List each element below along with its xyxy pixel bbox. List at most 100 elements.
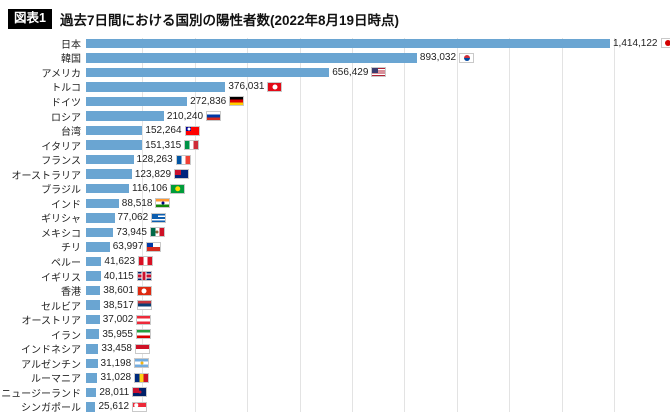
bar-row: チリ 63,997 <box>0 240 670 255</box>
country-label: イラン <box>51 330 81 342</box>
value-label: 35,955 <box>102 328 133 340</box>
bar <box>86 358 98 369</box>
value-label: 893,032 <box>419 52 457 64</box>
flag-canton <box>133 388 140 393</box>
flag-icon-taiwan <box>184 125 200 136</box>
gridline <box>614 38 615 412</box>
bar-track: 37,002 <box>86 312 670 327</box>
country-label: 香港 <box>61 287 81 299</box>
bar <box>86 82 226 92</box>
flag-emblem <box>134 403 138 407</box>
value-label: 37,002 <box>102 314 134 326</box>
bar <box>86 285 101 296</box>
flag-icon-hong-kong <box>136 285 152 296</box>
flag-canton <box>372 68 379 73</box>
bar-track: 35,955 <box>86 327 670 342</box>
country-label: フランス <box>41 156 81 168</box>
flag-emblem <box>463 54 470 61</box>
flag-icon-argentina <box>134 358 150 369</box>
flag-icon-france <box>175 154 191 165</box>
bar-row: ロシア 210,240 <box>0 109 670 124</box>
bar <box>86 227 114 238</box>
chart-rows: 日本 1,414,122 韓国 893,032 アメリカ 656,429 トルコ 376,03… <box>0 36 670 416</box>
value-label: 376,031 <box>228 81 265 93</box>
bar <box>86 198 119 209</box>
gridline <box>404 38 406 412</box>
bar-row: 台湾 152,264 <box>0 123 670 138</box>
value-label: 151,315 <box>145 139 182 151</box>
bar-track: 73,945 <box>86 225 670 240</box>
bar-track: 123,829 <box>86 167 670 182</box>
bar-row: メキシコ 73,945 <box>0 225 670 240</box>
bar <box>86 53 417 63</box>
bar-row: ニュージーランド 28,011 <box>0 385 670 400</box>
bar-row: アルゼンチン 31,198 <box>0 356 670 371</box>
flag-icon-chile <box>146 241 162 252</box>
value-label: 123,829 <box>134 168 172 180</box>
bar-track: 116,106 <box>86 181 670 196</box>
flag-emblem <box>141 288 147 294</box>
bar-track: 152,264 <box>86 123 670 138</box>
flag-icon-romania <box>134 372 150 383</box>
flag-icon-japan <box>660 38 670 49</box>
country-label: イギリス <box>41 272 81 284</box>
flag-icon-usa <box>371 67 387 78</box>
country-label: ギリシャ <box>41 214 81 226</box>
bar-row: ルーマニア 31,028 <box>0 371 670 386</box>
flag-icon-singapore <box>132 401 148 412</box>
value-label: 272,836 <box>190 95 227 107</box>
bar <box>86 242 110 252</box>
country-label: 韓国 <box>61 54 81 66</box>
value-label: 656,429 <box>332 66 369 78</box>
flag-emblem <box>187 127 191 131</box>
flag-icon-germany <box>229 96 245 107</box>
bar <box>86 256 102 267</box>
bar <box>86 213 115 223</box>
bar <box>86 329 100 339</box>
bar-row: インド 88,518 <box>0 196 670 211</box>
gridline <box>456 38 458 412</box>
country-label: ニュージーランド <box>1 388 81 400</box>
value-label: 33,458 <box>101 343 132 355</box>
flag-icon-india <box>155 198 171 209</box>
value-label: 31,198 <box>100 357 132 369</box>
value-label: 128,263 <box>136 154 173 166</box>
country-label: オーストリア <box>21 316 82 328</box>
country-label: イタリア <box>41 141 81 153</box>
gridline <box>194 38 196 412</box>
bar-row: 韓国 893,032 <box>0 51 670 66</box>
flag-icon-serbia <box>136 300 152 311</box>
country-label: チリ <box>61 243 81 255</box>
bar <box>86 154 134 165</box>
bar-track: 1,414,122 <box>86 36 670 51</box>
country-label: 台湾 <box>61 127 81 139</box>
value-label: 38,517 <box>103 299 134 311</box>
bar <box>86 111 164 121</box>
bar <box>86 387 97 398</box>
bar-row: イラン 35,955 <box>0 327 670 342</box>
bar-track: 210,240 <box>86 109 670 124</box>
flag-canton <box>147 242 154 248</box>
bar-row: イギリス 40,115 <box>0 269 670 284</box>
bar-track: 31,198 <box>86 356 670 371</box>
flag-icon-russia <box>206 111 222 121</box>
bar <box>86 344 99 354</box>
bar-track: 40,115 <box>86 269 670 284</box>
bar-row: オーストラリア 123,829 <box>0 167 670 182</box>
bar-row: インドネシア 33,458 <box>0 341 670 356</box>
country-label: セルビア <box>41 301 81 313</box>
bar-row: ペルー 41,623 <box>0 254 670 269</box>
bar <box>86 300 101 310</box>
bar-row: ドイツ 272,836 <box>0 94 670 109</box>
bar <box>86 271 101 281</box>
bar-track: 31,028 <box>86 371 670 386</box>
flag-cross <box>142 272 146 281</box>
value-label: 40,115 <box>103 270 134 282</box>
bar-row: ブラジル 116,106 <box>0 181 670 196</box>
country-label: ペルー <box>51 257 81 269</box>
bar-row: ギリシャ 77,062 <box>0 211 670 226</box>
bar <box>86 314 100 325</box>
bar-track: 28,011 <box>86 385 670 400</box>
bar <box>86 373 98 383</box>
flag-emblem <box>665 40 670 47</box>
